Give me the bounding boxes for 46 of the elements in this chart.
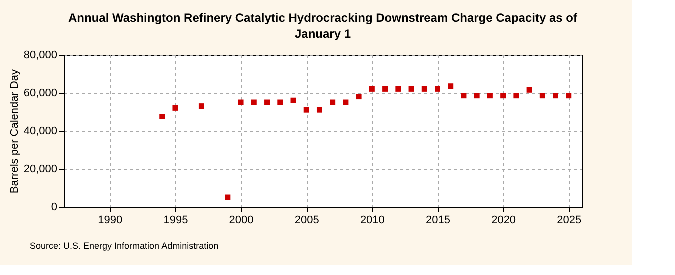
point [396,86,402,92]
point [172,105,178,111]
point [330,100,336,106]
point [487,93,493,99]
y-tick-label: 60,000 [24,88,58,100]
point [553,93,559,99]
point [316,107,322,113]
x-tick-label: 2015 [426,214,450,226]
point [435,86,440,92]
point [343,100,349,106]
point [238,100,244,106]
point [251,100,257,106]
point [356,94,362,100]
point [500,93,506,99]
x-tick-label: 2005 [294,214,320,226]
point [290,98,296,104]
point [566,93,572,99]
point [382,86,388,92]
point [278,100,284,106]
point [422,86,428,92]
chart-title: Annual Washington Refinery Catalytic Hydrocracking Downstream Charge Capacity as of January 1 [68,11,578,41]
point [526,87,532,93]
y-tick-label: 80,000 [24,50,58,62]
x-tick-label: 2020 [492,214,516,226]
point [198,104,204,110]
y-axis-title: Barrels per Calendar Day [8,68,21,194]
point [474,93,480,99]
point [408,86,414,92]
y-tick-label: 40,000 [24,126,58,138]
point [304,107,310,113]
point [264,100,270,106]
source-note: Source: U.S. Energy Information Administration [30,241,219,251]
point [514,93,520,99]
point [225,194,231,200]
x-tick-label: 1995 [164,214,188,226]
x-tick-label: 1990 [98,214,123,226]
point [540,93,546,99]
y-tick-label: 20,000 [24,164,58,176]
x-tick-label: 2025 [557,214,582,226]
point [461,93,467,99]
point [448,84,454,90]
y-tick-label: 0 [51,202,58,214]
point [160,114,166,120]
x-tick-label: 2000 [229,214,254,226]
point [369,86,375,92]
x-tick-label: 2010 [360,214,385,226]
